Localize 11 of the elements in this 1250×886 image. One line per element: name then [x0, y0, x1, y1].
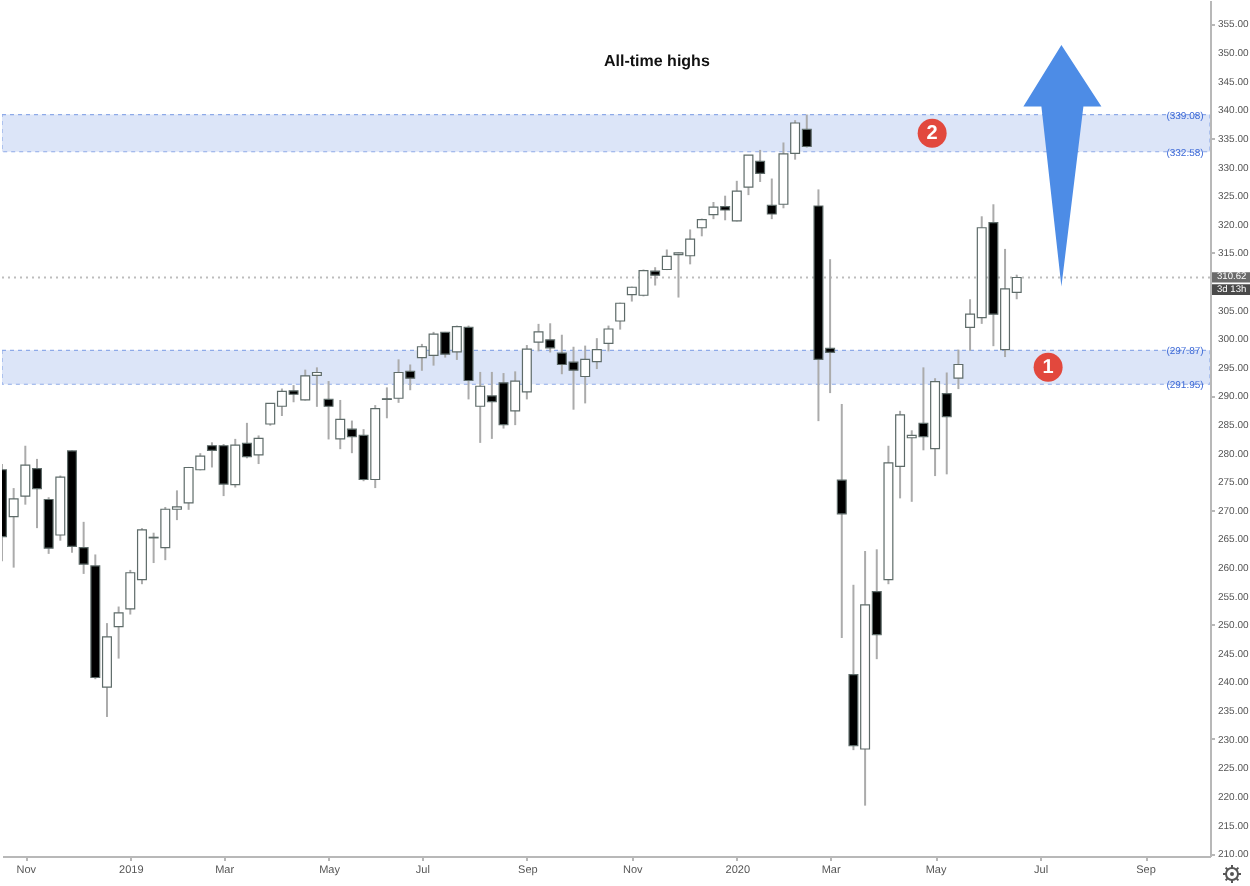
band-label: 1 — [1042, 357, 1055, 380]
candlestick — [323, 380, 334, 441]
candlestick — [836, 402, 847, 639]
candlestick — [113, 605, 124, 660]
candlestick — [603, 324, 614, 353]
text: All-time highs — [604, 52, 711, 70]
candlestick — [615, 301, 626, 331]
candlestick — [953, 348, 964, 391]
candlestick — [78, 520, 89, 575]
band-label: 2 — [926, 123, 939, 146]
candlestick — [766, 177, 777, 221]
